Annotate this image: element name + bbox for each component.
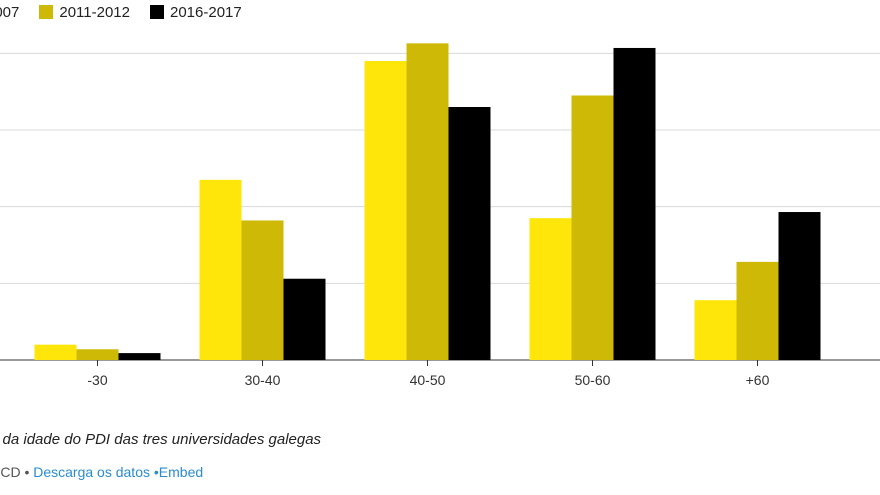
bar xyxy=(778,212,821,360)
bar xyxy=(694,300,737,360)
legend-item: 2011-2012 xyxy=(39,4,130,21)
chart-caption: n da idade do PDI das tres universidades… xyxy=(0,431,322,448)
bar xyxy=(364,61,407,360)
bar xyxy=(406,43,449,360)
legend-item: 2016-2017 xyxy=(150,4,242,21)
bar xyxy=(199,179,242,360)
legend-label: 2016-2017 xyxy=(170,3,242,21)
separator: • xyxy=(20,464,34,480)
source-text: ECD xyxy=(0,464,21,480)
bar xyxy=(34,344,77,360)
bar xyxy=(529,218,572,360)
bar xyxy=(118,353,161,360)
bar xyxy=(613,47,656,360)
x-tick-label: 30-40 xyxy=(245,372,281,388)
source-line: ECD • Descarga os datos •Embed xyxy=(0,464,203,480)
download-data-link[interactable]: Descarga os datos xyxy=(33,464,150,480)
bar xyxy=(571,95,614,360)
chart-legend: 2007 2011-2012 2016-2017 xyxy=(0,0,262,24)
bar xyxy=(283,278,326,360)
bar xyxy=(736,261,779,360)
bar xyxy=(241,220,284,360)
legend-item: 2007 xyxy=(0,4,19,21)
x-tick-label: 40-50 xyxy=(410,372,446,388)
x-tick-label: -30 xyxy=(87,372,107,388)
embed-link[interactable]: •Embed xyxy=(153,464,204,480)
legend-label: 2007 xyxy=(0,3,20,21)
legend-swatch xyxy=(39,5,54,19)
x-tick-label: +60 xyxy=(746,372,770,388)
x-tick-label: 50-60 xyxy=(575,372,611,388)
bar xyxy=(448,107,491,360)
legend-label: 2011-2012 xyxy=(59,3,130,21)
legend-swatch xyxy=(150,5,164,19)
bar xyxy=(76,349,119,360)
